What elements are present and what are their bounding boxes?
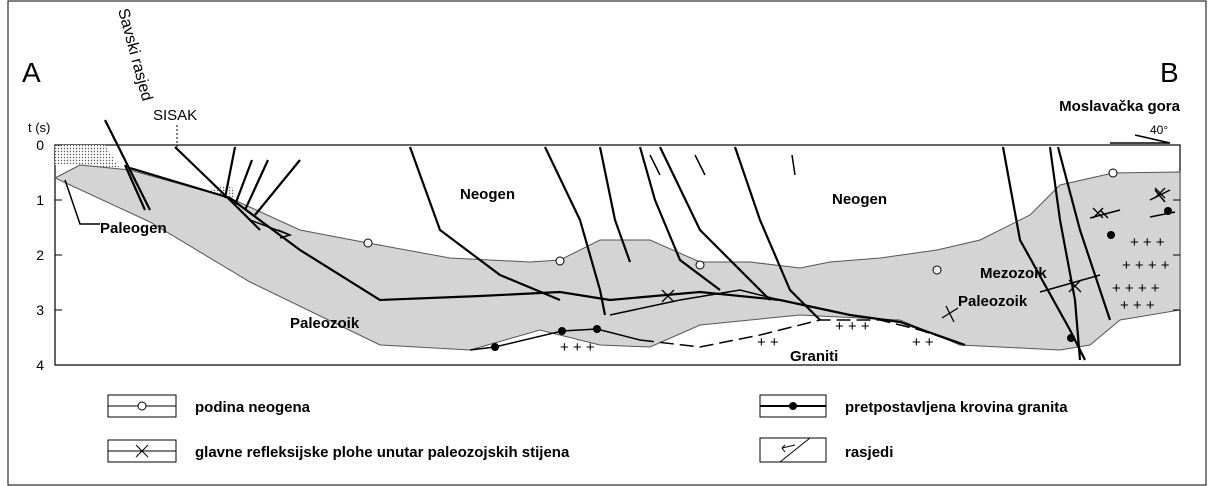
svg-text:+ + + +: + + + + (1112, 280, 1160, 297)
unit-label: Graniti (790, 348, 838, 365)
dip-symbol (1110, 134, 1171, 144)
legend-box (759, 437, 827, 463)
fault-arrows (249, 154, 796, 239)
tick-label: 4 (36, 357, 44, 373)
legend-text: glavne refleksijske plohe unutar paleozo… (195, 444, 570, 461)
unit-label: Paleozoik (958, 293, 1028, 310)
legend-symbol (137, 401, 147, 411)
grey-body (53, 164, 1181, 351)
svg-text:+ + +: + + + (1120, 297, 1155, 314)
svg-text:+ +: + + (912, 334, 934, 351)
tick-label: 3 (36, 302, 44, 318)
reflector-marks (1089, 189, 1176, 219)
location: Moslavačka gora (1059, 98, 1181, 115)
tick-label: 0 (36, 137, 44, 153)
section: + + + + ++ + ++ + + + ++ + + ++ + + ++ + … (53, 119, 1181, 366)
legend: podina neogena pretpostavljena krovina g… (107, 394, 1068, 463)
unit-label: Paleozoik (290, 315, 360, 332)
frame (7, 0, 1207, 486)
axis-label: t (s) (28, 120, 50, 135)
svg-text:+ + +: + + + (560, 339, 595, 356)
unit-label: Neogen (832, 191, 887, 208)
unit-label: Neogen (460, 186, 515, 203)
legend-text: pretpostavljena krovina granita (845, 399, 1068, 416)
town: SISAK (153, 107, 197, 124)
svg-text:+ + + +: + + + + (1122, 257, 1170, 274)
svg-text:+ + +: + + + (1130, 234, 1165, 251)
granite-crosses: + + + + ++ + ++ + + + ++ + + ++ + + ++ + … (560, 234, 1170, 356)
legend-symbol (789, 402, 797, 410)
label-b: B (1160, 57, 1179, 88)
unit-label: Paleogen (100, 220, 167, 237)
legend-symbol (108, 444, 176, 458)
unit-label: Mezozoik (980, 265, 1047, 282)
fault-name: Savski rasjed (114, 7, 155, 103)
svg-text:+ + +: + + + (835, 318, 870, 335)
paleogen-leader (64, 179, 100, 225)
tick-label: 2 (36, 247, 44, 263)
dip: 40° (1150, 123, 1168, 137)
legend-symbol (779, 437, 811, 463)
cross-marks (661, 187, 1166, 323)
svg-text:+ +: + + (757, 334, 779, 351)
legend-text: rasjedi (845, 444, 893, 461)
black-dots (491, 207, 1172, 351)
legend-text: podina neogena (195, 399, 311, 416)
faults (104, 119, 1112, 361)
open-circles (363, 168, 1118, 275)
reflector-thin (609, 274, 1101, 316)
reflector (129, 166, 966, 347)
label-a: A (22, 57, 41, 88)
tick-label: 1 (36, 192, 44, 208)
